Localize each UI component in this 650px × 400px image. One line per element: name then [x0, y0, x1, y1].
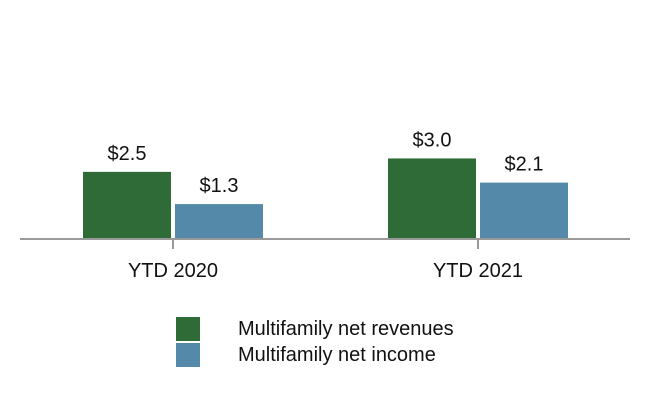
- legend-label-revenues: Multifamily net revenues: [238, 317, 454, 340]
- legend-swatch-income: [176, 343, 200, 367]
- legend-item-revenues: Multifamily net revenues: [176, 316, 454, 342]
- bar-revenues-1: [388, 158, 476, 239]
- x-axis-ticks: YTD 2020 YTD 2021: [128, 239, 523, 282]
- x-tick-label-1: YTD 2021: [433, 260, 523, 282]
- bar-revenues-0: [83, 171, 171, 239]
- bar-income-1: [480, 182, 568, 239]
- data-label-revenues-1: $3.0: [413, 129, 452, 151]
- data-label-income-1: $2.1: [505, 154, 544, 176]
- data-label-revenues-0: $2.5: [108, 143, 147, 165]
- legend-swatch-revenues: [176, 317, 200, 341]
- legend-item-income: Multifamily net income: [176, 342, 454, 368]
- x-tick-label-0: YTD 2020: [128, 260, 218, 282]
- bar-income-0: [175, 204, 263, 239]
- data-label-income-0: $1.3: [200, 175, 239, 197]
- bar-chart: $2.5 $1.3 $3.0 $2.1 YTD 2020 YTD 2021: [20, 129, 630, 282]
- legend: Multifamily net revenues Multifamily net…: [176, 316, 454, 368]
- bars-layer: $2.5 $1.3 $3.0 $2.1: [83, 129, 568, 239]
- legend-label-income: Multifamily net income: [238, 343, 436, 366]
